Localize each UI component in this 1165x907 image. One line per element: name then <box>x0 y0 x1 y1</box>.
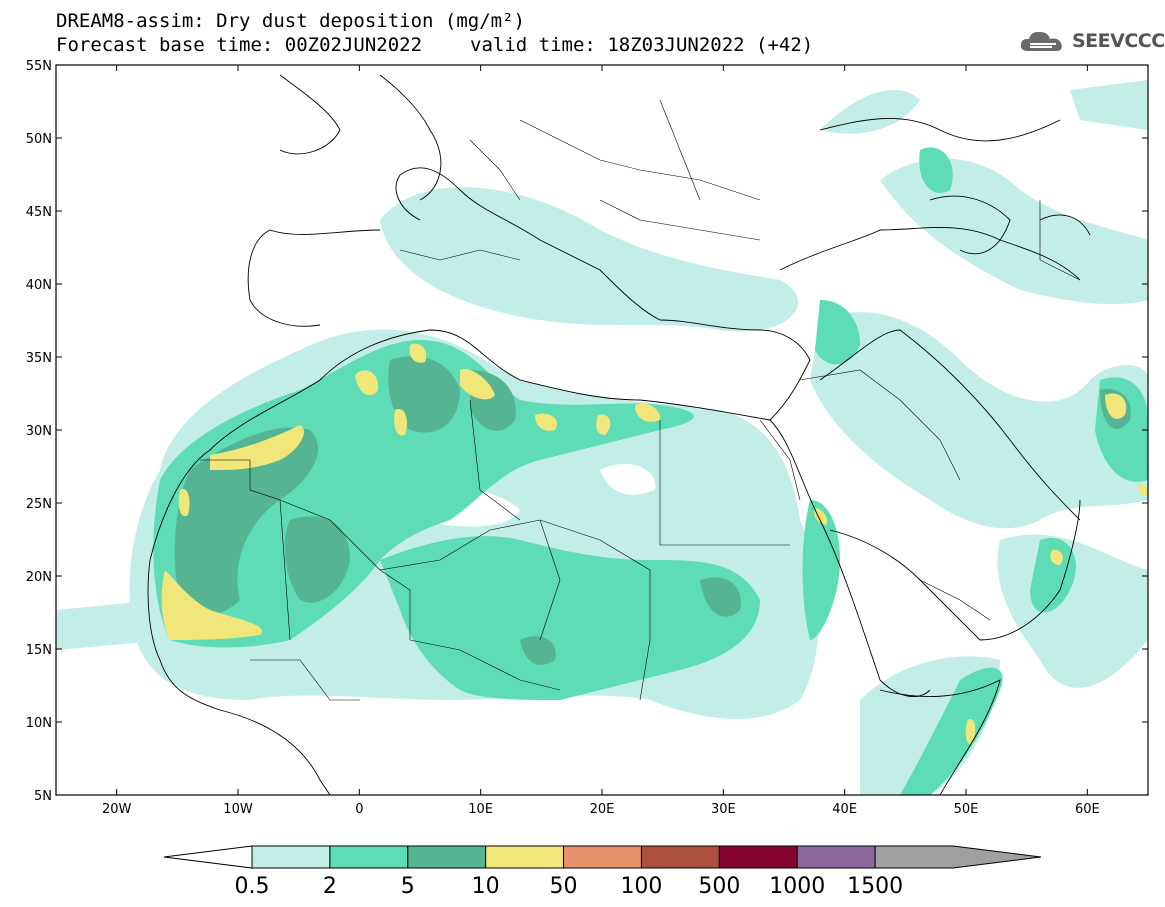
lon-tick-label: 10W <box>223 802 253 817</box>
lat-tick-label: 45N <box>26 205 52 220</box>
colorbar-segment <box>640 845 720 869</box>
lon-tick-label: 0 <box>355 802 363 817</box>
logo-text: SEEVCCC <box>1072 30 1165 52</box>
colorbar-under-triangle <box>163 845 253 869</box>
colorbar-over-segment <box>874 845 1042 869</box>
colorbar-segment <box>251 845 331 869</box>
colorbar-label: 1500 <box>847 874 903 899</box>
colorbar-segment <box>796 845 876 869</box>
lat-tick-label: 25N <box>26 497 52 512</box>
colorbar-label: 2 <box>323 874 337 899</box>
lon-tick-label: 40E <box>832 802 857 817</box>
colorbar-segment <box>329 845 409 869</box>
longitude-axis: 20W 10W 0 10E 20E 30E 40E 50E 60E <box>102 65 1100 817</box>
lon-tick-label: 30E <box>711 802 736 817</box>
lat-tick-label: 35N <box>26 351 52 366</box>
dust-level-10 <box>161 343 1148 745</box>
lon-tick-label: 50E <box>954 802 979 817</box>
lat-tick-label: 50N <box>26 132 52 147</box>
lat-tick-label: 10N <box>26 716 52 731</box>
colorbar-label: 10 <box>472 874 500 899</box>
map-subtitle: Forecast base time: 00Z02JUN2022 valid ti… <box>56 34 813 56</box>
lon-tick-label: 10E <box>468 802 493 817</box>
lat-tick-label: 55N <box>26 59 52 74</box>
colorbar: 0.5 2 5 10 50 100 500 1000 1500 <box>163 845 1042 899</box>
colorbar-label: 1000 <box>769 874 825 899</box>
dust-field <box>56 80 1148 795</box>
lon-tick-label: 20W <box>102 802 132 817</box>
lon-tick-label: 60E <box>1075 802 1100 817</box>
seevccc-logo: SEEVCCC <box>1018 26 1165 56</box>
colorbar-label: 50 <box>550 874 578 899</box>
colorbar-label: 100 <box>620 874 662 899</box>
lat-tick-label: 30N <box>26 424 52 439</box>
colorbar-segment <box>485 845 565 869</box>
valid-time: valid time: 18Z03JUN2022 (+42) <box>470 34 814 56</box>
country-borders <box>200 99 1081 701</box>
colorbar-segment <box>718 845 798 869</box>
lon-tick-label: 20E <box>590 802 615 817</box>
lat-tick-label: 20N <box>26 570 52 585</box>
colorbar-label: 0.5 <box>235 874 270 899</box>
lat-tick-label: 40N <box>26 278 52 293</box>
colorbar-label: 500 <box>698 874 740 899</box>
map-title: DREAM8-assim: Dry dust deposition (mg/m²… <box>56 10 525 32</box>
colorbar-segment <box>563 845 642 869</box>
coastlines <box>147 74 1091 795</box>
colorbar-segment <box>407 845 487 869</box>
cloud-logo-icon <box>1020 31 1062 51</box>
colorbar-label: 5 <box>401 874 415 899</box>
dust-level-5 <box>174 356 1131 665</box>
lat-tick-label: 5N <box>34 789 52 804</box>
latitude-axis: 55N 50N 45N 40N 35N 30N 25N 20N 15N 10N 5N <box>26 59 1148 804</box>
lat-tick-label: 15N <box>26 643 52 658</box>
forecast-base-time: Forecast base time: 00Z02JUN2022 <box>56 34 423 56</box>
